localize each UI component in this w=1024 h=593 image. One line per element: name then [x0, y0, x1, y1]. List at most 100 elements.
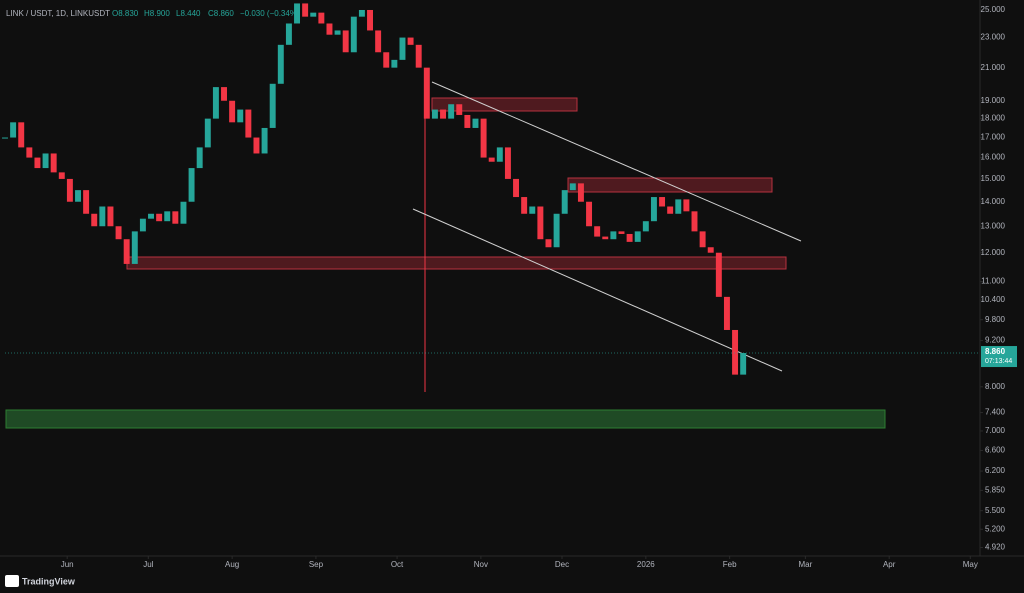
resistance-zone	[126, 256, 787, 270]
candle	[626, 233, 633, 242]
candle	[683, 199, 690, 212]
candle	[618, 231, 625, 234]
candle	[350, 16, 357, 53]
candle	[496, 147, 503, 162]
y-tick-label: 19.000	[981, 96, 1006, 105]
candle	[577, 183, 584, 202]
x-tick-label: Mar	[798, 560, 812, 569]
x-tick-label: Aug	[225, 560, 239, 569]
candle	[358, 9, 365, 17]
ohlc-value: H8.900	[144, 9, 170, 18]
candle	[399, 37, 406, 60]
y-tick-label: 23.000	[981, 33, 1006, 42]
candle	[294, 3, 300, 24]
y-tick-label: 13.000	[981, 221, 1006, 230]
candle	[448, 104, 455, 119]
y-tick-label: 6.200	[985, 466, 1006, 475]
candle	[221, 87, 227, 101]
candle	[2, 137, 8, 139]
candle	[675, 199, 682, 214]
symbol: LINK / USDT, 1D, LINKUSDT	[6, 9, 110, 18]
candle	[123, 239, 130, 264]
candle	[237, 109, 244, 123]
y-tick-label: 17.000	[981, 133, 1006, 142]
candle	[269, 83, 276, 128]
candle	[34, 157, 41, 169]
x-tick-label: 2026	[637, 560, 655, 569]
candle	[277, 44, 284, 84]
brand-logo	[5, 575, 19, 587]
candle	[699, 231, 706, 248]
x-tick-label: Jun	[61, 560, 74, 569]
candle	[326, 23, 333, 35]
candle	[504, 147, 511, 179]
candle	[707, 247, 714, 253]
y-tick-label: 4.920	[985, 543, 1006, 552]
candle	[148, 213, 154, 219]
candle	[602, 236, 609, 240]
candle	[667, 206, 674, 214]
y-tick-label: 8.000	[985, 382, 1006, 391]
candle	[642, 221, 649, 232]
candle	[334, 30, 341, 35]
candle	[196, 147, 203, 169]
candle	[634, 231, 641, 242]
candle	[407, 37, 414, 45]
trend-line	[412, 208, 783, 372]
ohlc-value: C8.860	[208, 9, 234, 18]
x-tick-label: Dec	[555, 560, 569, 569]
candle	[610, 231, 617, 240]
candle	[172, 211, 179, 224]
candle	[212, 87, 219, 119]
candle	[383, 52, 390, 68]
candle	[18, 122, 25, 148]
x-tick-label: Feb	[723, 560, 737, 569]
ohlc-value: L8.440	[176, 9, 201, 18]
candle	[139, 218, 146, 232]
x-tick-label: Nov	[474, 560, 488, 569]
candle	[367, 9, 374, 31]
candle	[91, 213, 98, 227]
candle	[180, 201, 187, 224]
y-tick-label: 5.850	[985, 485, 1006, 494]
candle	[561, 190, 568, 214]
candle	[342, 30, 349, 53]
y-tick-label: 5.500	[985, 506, 1006, 515]
x-tick-label: Apr	[883, 560, 896, 569]
y-tick-label: 6.600	[985, 446, 1006, 455]
candle	[261, 127, 268, 154]
candle	[42, 153, 49, 169]
candle	[529, 206, 536, 214]
candle	[164, 211, 171, 222]
candle	[318, 12, 325, 24]
brand: TradingView	[22, 576, 76, 586]
support-zone	[5, 409, 886, 429]
candle	[188, 168, 195, 202]
y-tick-label: 11.000	[981, 277, 1005, 286]
ohlc-value: O8.830	[112, 9, 139, 18]
ohlc-value: −0.030 (−0.34%)	[240, 9, 300, 18]
x-tick-label: May	[963, 560, 978, 569]
candle	[66, 178, 73, 202]
candle	[586, 201, 593, 227]
candle	[10, 122, 17, 138]
resistance-zone	[431, 97, 578, 112]
trend-line	[431, 81, 802, 242]
candle	[50, 153, 57, 173]
candle	[513, 178, 520, 198]
candle	[740, 353, 747, 375]
candle	[245, 109, 252, 138]
y-tick-label: 7.000	[985, 426, 1006, 435]
candle	[253, 137, 260, 154]
candle	[310, 12, 317, 17]
x-tick-label: Oct	[391, 560, 404, 569]
y-tick-label: 18.000	[981, 114, 1006, 123]
y-tick-label: 16.000	[981, 153, 1006, 162]
y-tick-label: 5.200	[985, 524, 1006, 533]
candle	[723, 296, 730, 330]
y-tick-label: 7.400	[985, 408, 1006, 417]
candle	[569, 183, 576, 191]
y-tick-label: 10.400	[981, 295, 1006, 304]
